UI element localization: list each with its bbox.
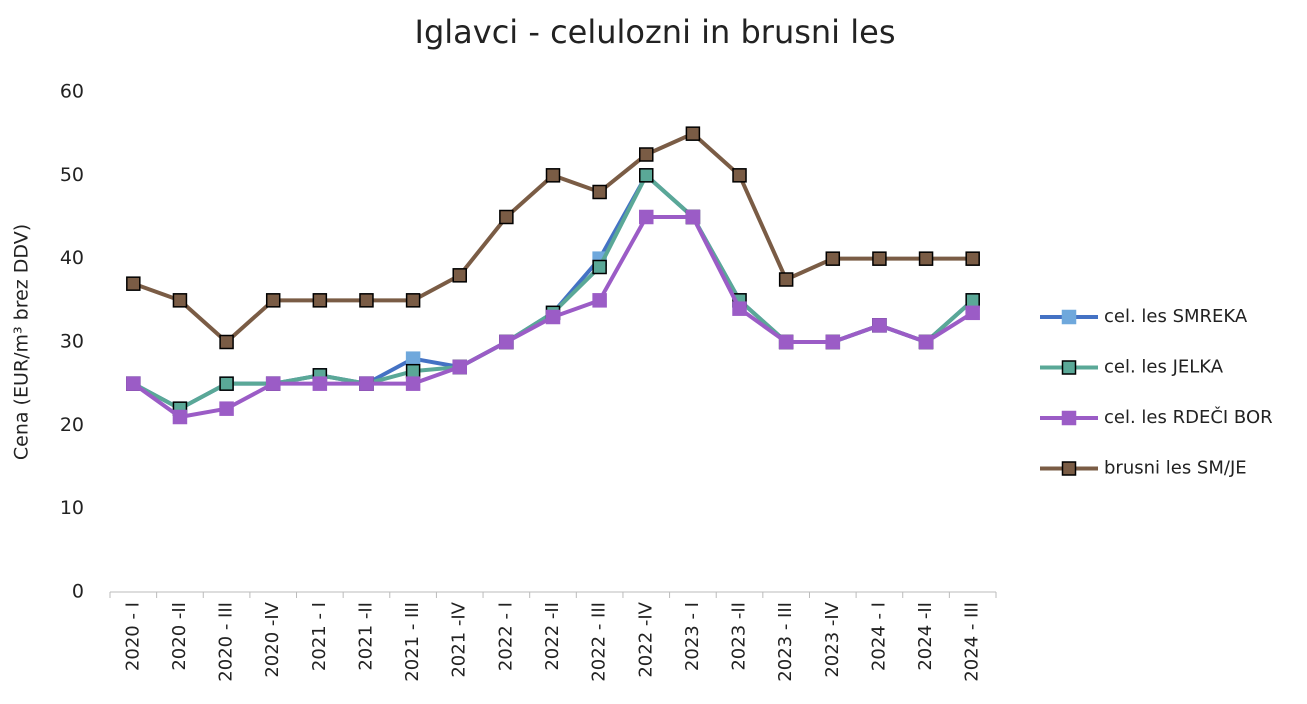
- x-tick-label: 2020 - III: [216, 602, 237, 682]
- x-tick-label: 2021 - III: [402, 602, 423, 682]
- legend-label: brusni les SM/JE: [1104, 458, 1247, 479]
- marker: [685, 209, 701, 225]
- marker: [405, 293, 421, 308]
- marker: [126, 376, 141, 391]
- x-tick-label: 2021 -II: [355, 602, 376, 671]
- marker: [918, 334, 934, 350]
- legend-marker: [1061, 461, 1077, 476]
- marker: [825, 334, 841, 350]
- x-tick-label: 2020 - I: [122, 602, 143, 671]
- x-tick-label: 2022 -IV: [635, 601, 656, 677]
- y-tick-label: 10: [60, 497, 84, 519]
- legend-marker: [1061, 309, 1077, 325]
- marker: [405, 351, 421, 366]
- marker: [639, 168, 654, 183]
- series-line: [132, 173, 975, 411]
- x-tick-label: 2022 - III: [589, 602, 610, 682]
- y-tick-label: 60: [60, 81, 84, 103]
- marker: [592, 184, 607, 200]
- y-tick-label: 50: [60, 164, 84, 186]
- x-tick-label: 2021 -IV: [449, 601, 470, 677]
- marker: [545, 309, 561, 325]
- marker: [359, 293, 374, 308]
- marker: [499, 209, 514, 225]
- marker: [405, 363, 421, 379]
- x-tick-label: 2024 - I: [868, 602, 889, 671]
- x-tick-label: 2022 - I: [495, 602, 516, 671]
- marker: [265, 293, 281, 308]
- x-tick-label: 2024 -II: [915, 602, 936, 671]
- marker: [825, 251, 841, 266]
- y-axis-label: Cena (EUR/m³ brez DDV): [11, 224, 33, 460]
- x-tick-label: 2020 -II: [169, 602, 190, 671]
- marker: [732, 301, 747, 316]
- marker: [312, 376, 328, 391]
- marker: [872, 318, 887, 333]
- marker: [778, 272, 794, 287]
- marker: [499, 334, 514, 350]
- marker: [172, 409, 188, 425]
- legend-marker: [1061, 410, 1077, 426]
- marker: [639, 147, 654, 162]
- x-tick-label: 2023 -II: [729, 602, 750, 671]
- marker: [126, 276, 141, 291]
- x-tick-label: 2023 - III: [775, 602, 796, 682]
- x-tick-label: 2023 - I: [682, 602, 703, 671]
- marker: [872, 251, 887, 266]
- marker: [545, 168, 561, 183]
- marker: [172, 293, 188, 308]
- legend-label: cel. les RDEČI BOR: [1104, 406, 1273, 428]
- marker: [265, 376, 281, 391]
- marker: [405, 376, 421, 391]
- x-tick-label: 2024 - III: [962, 602, 983, 682]
- y-tick-label: 30: [60, 331, 84, 353]
- chart-title: Iglavci - celulozni in brusni les: [415, 13, 896, 51]
- marker: [452, 359, 467, 375]
- x-tick-label: 2022 -II: [542, 602, 563, 671]
- y-tick-label: 0: [72, 581, 84, 603]
- marker: [965, 293, 980, 308]
- marker: [312, 293, 328, 308]
- y-tick-label: 20: [60, 414, 84, 436]
- marker: [685, 126, 701, 141]
- x-tick-label: 2020 -IV: [262, 601, 283, 677]
- x-tick-label: 2023 -IV: [822, 601, 843, 677]
- legend-marker: [1061, 360, 1077, 375]
- marker: [219, 334, 234, 350]
- marker: [639, 209, 654, 225]
- marker: [219, 401, 234, 416]
- x-tick-label: 2021 - I: [309, 602, 330, 671]
- marker: [778, 334, 794, 350]
- marker: [918, 251, 934, 266]
- y-tick-label: 40: [60, 247, 84, 269]
- legend-label: cel. les SMREKA: [1104, 306, 1248, 327]
- marker: [219, 376, 234, 391]
- marker: [452, 268, 467, 283]
- marker: [592, 259, 607, 275]
- marker: [359, 376, 374, 391]
- legend-label: cel. les JELKA: [1104, 357, 1224, 378]
- series-line: [132, 173, 975, 411]
- marker: [592, 293, 607, 308]
- marker: [965, 305, 980, 321]
- marker: [732, 168, 747, 183]
- marker: [965, 251, 980, 266]
